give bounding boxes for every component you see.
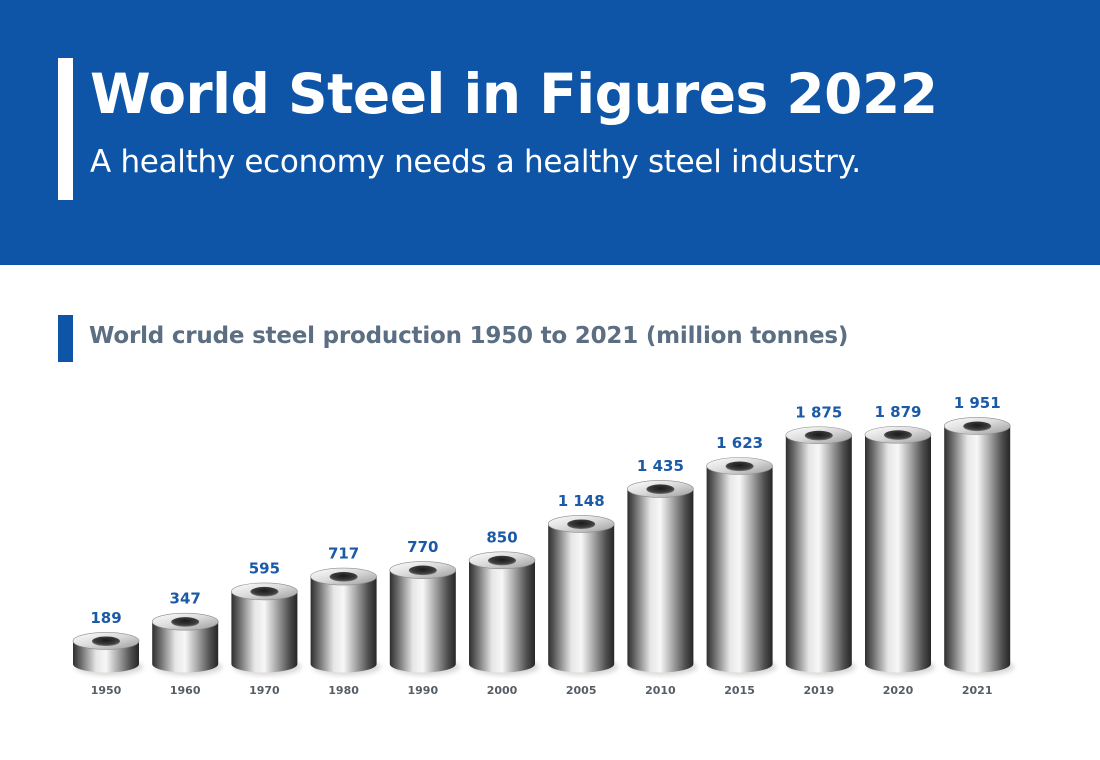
bar-hole — [171, 617, 200, 627]
year-label: 2010 — [645, 684, 676, 697]
bar-hole — [488, 555, 516, 566]
value-label: 717 — [328, 545, 359, 563]
bar-hole — [408, 565, 437, 576]
year-label: 1950 — [91, 684, 122, 697]
value-label: 1 623 — [716, 434, 763, 452]
bar-body — [73, 640, 139, 673]
year-label: 2021 — [962, 684, 993, 697]
year-label: 2005 — [566, 684, 597, 697]
bar-1960: 347 1960 — [151, 590, 223, 697]
year-label: 2000 — [487, 684, 518, 697]
bar-body — [944, 425, 1011, 673]
bar-hole — [92, 636, 120, 647]
bar-hole — [804, 430, 833, 441]
bar-body — [785, 435, 852, 673]
value-label: 1 875 — [795, 403, 842, 421]
year-label: 1980 — [328, 684, 359, 697]
bar-1970: 595 1970 — [231, 559, 302, 697]
page-subtitle: A healthy economy needs a healthy steel … — [90, 144, 861, 180]
header-banner: World Steel in Figures 2022 A healthy ec… — [0, 0, 1100, 265]
bar-1950: 189 1950 — [72, 609, 143, 697]
bar-hole — [250, 586, 279, 597]
value-label: 1 435 — [637, 457, 684, 475]
bar-hole — [963, 421, 992, 432]
bar-body — [627, 488, 694, 673]
bar-body — [469, 560, 535, 673]
bar-body — [548, 523, 615, 673]
bar-hole — [725, 461, 754, 472]
bar-hole — [884, 430, 912, 440]
bar-body — [389, 570, 456, 673]
bar-2021: 1 951 2021 — [943, 394, 1015, 697]
value-label: 1 879 — [875, 403, 922, 421]
bar-2020: 1 879 2020 — [864, 403, 935, 697]
value-label: 189 — [90, 609, 121, 627]
value-label: 770 — [407, 538, 438, 556]
year-label: 1990 — [407, 684, 438, 697]
bar-body — [865, 434, 931, 673]
bar-2005: 1 148 2005 — [547, 492, 619, 697]
bar-2015: 1 623 2015 — [706, 434, 777, 697]
bar-1990: 770 1990 — [389, 538, 460, 697]
value-label: 1 148 — [558, 492, 605, 510]
bar-body — [706, 465, 773, 673]
bar-body — [152, 621, 219, 673]
bars-layer: 189 1950 347 1960 595 1970 717 1980 770 1990 850 20… — [72, 394, 1015, 697]
bar-hole — [646, 484, 675, 495]
year-label: 1960 — [170, 684, 201, 697]
header-accent-bar — [58, 58, 73, 200]
section-accent-bar — [58, 315, 73, 362]
bar-2000: 850 2000 — [468, 528, 539, 697]
value-label: 595 — [249, 559, 280, 577]
page-title: World Steel in Figures 2022 — [90, 62, 938, 126]
bar-2019: 1 875 2019 — [785, 403, 856, 697]
year-label: 2015 — [724, 684, 755, 697]
year-label: 2019 — [803, 684, 834, 697]
bar-2010: 1 435 2010 — [627, 457, 698, 697]
year-label: 2020 — [883, 684, 914, 697]
bar-hole — [567, 519, 596, 530]
bar-1980: 717 1980 — [310, 545, 381, 697]
year-label: 1970 — [249, 684, 280, 697]
value-label: 1 951 — [954, 394, 1001, 412]
value-label: 850 — [486, 528, 517, 546]
bar-body — [310, 576, 377, 673]
bar-hole — [329, 572, 358, 582]
value-label: 347 — [170, 590, 201, 608]
bar-body — [231, 591, 298, 673]
chart-title: World crude steel production 1950 to 202… — [89, 323, 849, 349]
